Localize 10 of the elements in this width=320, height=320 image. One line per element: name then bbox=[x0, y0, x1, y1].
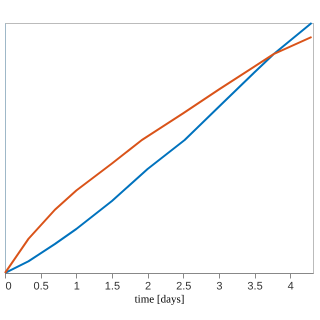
x-axis-title: time [days] bbox=[134, 294, 184, 306]
x-tick-label: 0 bbox=[6, 280, 12, 292]
x-tick-label: 1.5 bbox=[104, 280, 120, 292]
x-tick-label: 3.5 bbox=[247, 280, 263, 292]
x-tick-label: 3 bbox=[216, 280, 222, 292]
x-tick-label: 2 bbox=[145, 280, 152, 292]
x-tick-label: 2.5 bbox=[176, 280, 192, 292]
x-tick-label: 0.5 bbox=[34, 280, 49, 292]
x-tick-label: 1 bbox=[74, 280, 80, 292]
x-tick-label: 4 bbox=[288, 280, 294, 292]
